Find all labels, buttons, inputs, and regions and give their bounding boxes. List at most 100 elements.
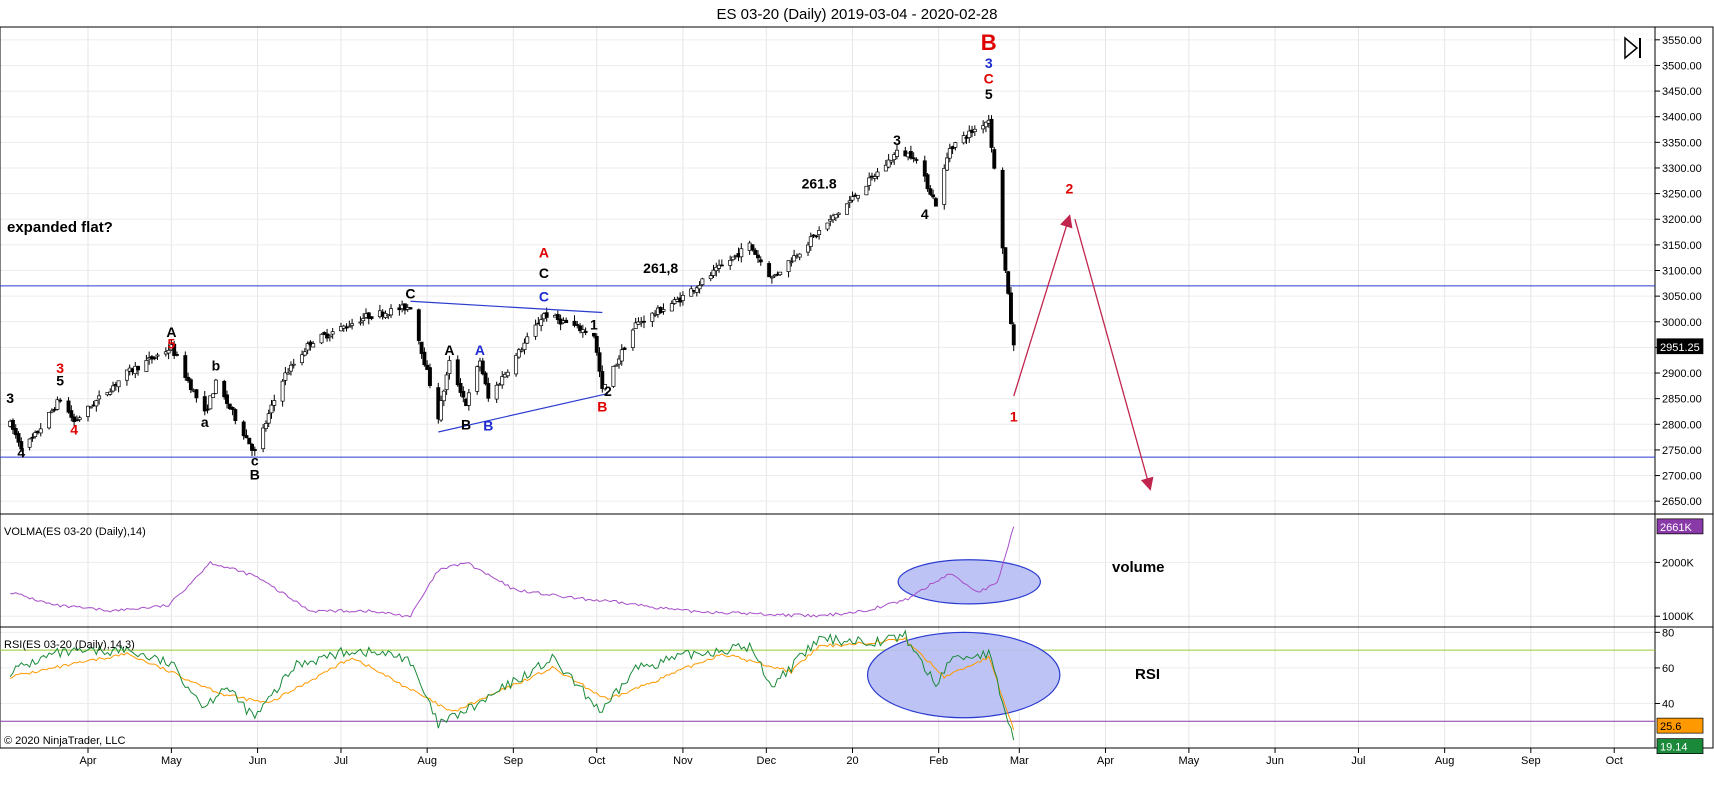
rsi-avg-series [9, 637, 1015, 731]
y-tick-label: 80 [1662, 627, 1674, 639]
candle-body [883, 164, 888, 172]
candle-body [728, 260, 733, 266]
last-price-badge-bg [1656, 338, 1704, 355]
candle-body [19, 441, 24, 450]
wave-label: B [981, 30, 997, 55]
candle-body [172, 343, 177, 356]
x-tick-label: Apr [1097, 755, 1114, 767]
volma-last-badge-bg [1656, 518, 1704, 535]
y-tick-label: 3450.00 [1662, 86, 1702, 98]
candle-body [789, 261, 794, 264]
volume-ellipse [897, 559, 1042, 605]
candle-body [408, 307, 413, 310]
candle-body [533, 324, 538, 337]
candle-body [211, 393, 216, 398]
candle-body [327, 335, 332, 338]
candle-body [55, 399, 60, 410]
candle-body [953, 142, 958, 148]
candle-body [283, 372, 288, 381]
x-tick-label: Apr [79, 755, 96, 767]
candle-body [922, 160, 927, 177]
candle-body [833, 214, 838, 219]
candle-body [16, 433, 21, 443]
candle-body [914, 159, 919, 161]
candle-body [350, 323, 355, 326]
candle-body [166, 349, 171, 354]
candle-body [711, 269, 716, 276]
candle-body [66, 400, 71, 413]
candle-body [633, 322, 638, 330]
projection-arrow [1074, 219, 1154, 491]
y-tick-label: 2650.00 [1662, 496, 1702, 508]
y-tick-label: 3550.00 [1662, 35, 1702, 47]
y-tick-label: 60 [1662, 663, 1674, 675]
rsi-last-badge: 19.14 [1660, 742, 1688, 754]
candle-body [731, 256, 735, 260]
candle-body [500, 376, 505, 386]
candle-body [928, 188, 933, 195]
candle-body [444, 374, 449, 390]
candle-body [269, 404, 274, 414]
wave-label: 5 [985, 86, 993, 102]
candle-body [614, 364, 619, 367]
x-tick-label: May [1178, 755, 1199, 767]
wave-label: C [539, 265, 549, 281]
candle-body [1003, 247, 1008, 271]
rsi-levels [0, 649, 1655, 722]
candle-body [753, 249, 758, 255]
candle-body [461, 390, 466, 398]
candle-body [516, 349, 521, 358]
candle-body [522, 342, 527, 350]
candle-body [302, 351, 307, 356]
wave-label: B [250, 467, 260, 483]
x-tick-label: 20 [846, 755, 858, 767]
y-tick-label: 3250.00 [1662, 189, 1702, 201]
x-tick-label: Aug [1435, 755, 1455, 767]
value-badges: 2951.25 2661K 25.6 19.14 [1656, 338, 1704, 754]
candle-body [69, 410, 74, 418]
play-bar-icon[interactable] [1620, 36, 1646, 60]
candle-body [864, 185, 869, 196]
candle-body [422, 351, 427, 366]
wave-label: B [461, 416, 471, 432]
candle-body [286, 372, 291, 375]
wave-label: 2 [1065, 181, 1073, 197]
candle-body [814, 235, 819, 238]
candle-body [911, 157, 916, 160]
candle-body [483, 372, 488, 385]
candle-body [247, 437, 252, 445]
candle-body [244, 435, 249, 439]
wave-label: 5 [168, 335, 176, 351]
wave-label: 261.8 [802, 175, 837, 191]
candles [8, 114, 1016, 457]
wave-label: 3 [985, 55, 993, 71]
candle-body [961, 135, 966, 144]
wave-label: C [984, 70, 994, 86]
candle-body [136, 365, 140, 371]
candle-body [847, 200, 852, 204]
candle-body [555, 314, 560, 321]
candle-body [872, 176, 877, 179]
candle-body [222, 380, 227, 398]
candle-body [13, 428, 18, 436]
candle-body [875, 171, 880, 177]
volma-last-badge: 2661K [1660, 522, 1692, 534]
candle-body [77, 417, 82, 420]
candle-body [386, 314, 391, 317]
candle-body [475, 366, 480, 392]
wave-label: c [251, 452, 259, 468]
y-tick-label: 2850.00 [1662, 394, 1702, 406]
candle-body [622, 347, 627, 350]
candle-body [806, 244, 810, 253]
candle-body [27, 438, 32, 448]
annotation-rsi: RSI [1135, 666, 1160, 683]
candle-body [261, 427, 266, 450]
candle-body [439, 400, 444, 421]
rsi-tick-labels: 80 60 40 [1655, 627, 1674, 711]
wave-label: 5 [56, 372, 64, 388]
x-tick-label: Sep [1521, 755, 1541, 767]
candle-body [697, 285, 702, 290]
wave-label: A [475, 342, 485, 358]
candle-body [942, 168, 947, 205]
projection-arrows [1013, 214, 1154, 491]
